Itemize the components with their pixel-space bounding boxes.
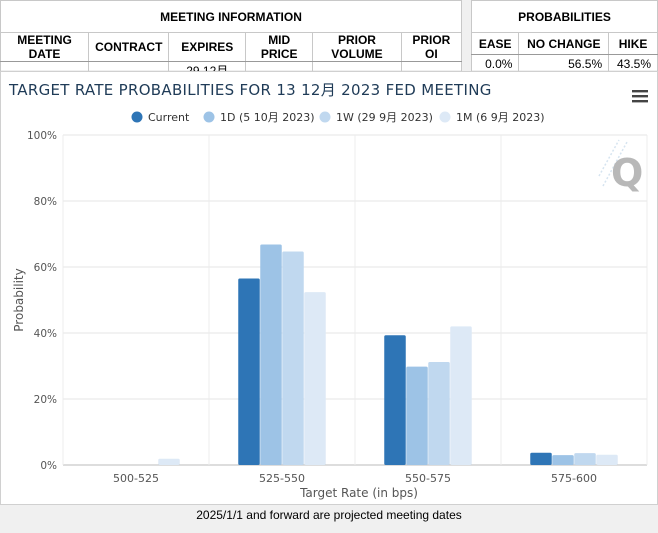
x-tick-label-1: 525-550 — [259, 472, 305, 485]
y-axis-label: Probability — [12, 268, 26, 331]
chart-grid — [62, 134, 648, 466]
svg-text:Q: Q — [611, 151, 643, 195]
legend-marker-0[interactable] — [131, 111, 143, 123]
y-tick-label-0: 0% — [40, 460, 57, 472]
cell-hike: 43.5% — [608, 54, 658, 74]
bar-575-600-3[interactable] — [596, 454, 618, 465]
table-gap — [462, 0, 471, 70]
cell-ease: 0.0% — [470, 54, 520, 74]
meeting-info-title: MEETING INFORMATION — [0, 0, 462, 33]
hamburger-menu-icon[interactable] — [632, 90, 648, 103]
legend-marker-3[interactable] — [439, 111, 451, 123]
header-contract: CONTRACT — [88, 32, 170, 62]
header-no-change: NO CHANGE — [518, 32, 610, 55]
bar-500-525-3[interactable] — [158, 458, 180, 465]
info-panel: MEETING INFORMATION MEETING DATE CONTRAC… — [0, 0, 658, 94]
x-axis-label: Target Rate (in bps) — [299, 486, 418, 500]
q-logo-icon: Q — [598, 139, 643, 195]
bar-525-550-1[interactable] — [260, 244, 282, 465]
bar-525-550-3[interactable] — [304, 292, 326, 465]
chart-title: TARGET RATE PROBABILITIES FOR 13 12月 202… — [8, 81, 492, 99]
bar-575-600-1[interactable] — [552, 455, 574, 465]
footer-note: 2025/1/1 and forward are projected meeti… — [196, 508, 462, 522]
header-prior-volume: PRIOR VOLUME — [312, 32, 402, 62]
legend-marker-1[interactable] — [203, 111, 215, 123]
bar-575-600-2[interactable] — [574, 453, 596, 465]
y-tick-label-4: 80% — [34, 196, 57, 208]
x-tick-label-3: 575-600 — [551, 472, 597, 485]
x-tick-label-0: 500-525 — [113, 472, 159, 485]
y-tick-label-5: 100% — [27, 130, 57, 142]
y-tick-label-2: 40% — [34, 328, 57, 340]
legend-label-2[interactable]: 1W (29 9月 2023) — [336, 111, 433, 124]
x-tick-label-2: 550-575 — [405, 472, 451, 485]
bar-550-575-2[interactable] — [428, 362, 450, 465]
bar-550-575-1[interactable] — [406, 366, 428, 465]
bar-575-600-0[interactable] — [530, 452, 552, 465]
legend-label-1[interactable]: 1D (5 10月 2023) — [220, 111, 315, 124]
y-tick-label-1: 20% — [34, 394, 57, 406]
header-mid-price: MID PRICE — [245, 32, 314, 62]
header-prior-oi: PRIOR OI — [400, 32, 463, 62]
chart-legend: Current 1D (5 10月 2023) 1W (29 9月 2023) 1M … — [131, 111, 545, 124]
bar-550-575-0[interactable] — [384, 335, 406, 465]
probabilities-title: PROBABILITIES — [471, 0, 658, 33]
header-expires: EXPIRES — [168, 32, 247, 62]
y-axis: 0% 20% 40% 60% 80% 100% — [27, 130, 57, 472]
bar-525-550-2[interactable] — [282, 251, 304, 465]
x-axis: 500-525 525-550 550-575 575-600 — [113, 472, 597, 485]
header-ease: EASE — [470, 32, 520, 55]
header-meeting-date: MEETING DATE — [0, 32, 90, 62]
bar-525-550-0[interactable] — [238, 278, 260, 465]
chart-panel: TARGET RATE PROBABILITIES FOR 13 12月 202… — [0, 71, 658, 505]
bar-550-575-3[interactable] — [450, 326, 472, 465]
legend-marker-2[interactable] — [319, 111, 331, 123]
chart-bars — [158, 244, 618, 465]
legend-label-3[interactable]: 1M (6 9月 2023) — [456, 111, 545, 124]
header-hike: HIKE — [608, 32, 658, 55]
bar-chart: TARGET RATE PROBABILITIES FOR 13 12月 202… — [8, 81, 648, 500]
probabilities-table: PROBABILITIES EASE NO CHANGE HIKE 0.0% 5… — [470, 0, 658, 74]
y-tick-label-3: 60% — [34, 262, 57, 274]
legend-label-0[interactable]: Current — [148, 111, 190, 124]
